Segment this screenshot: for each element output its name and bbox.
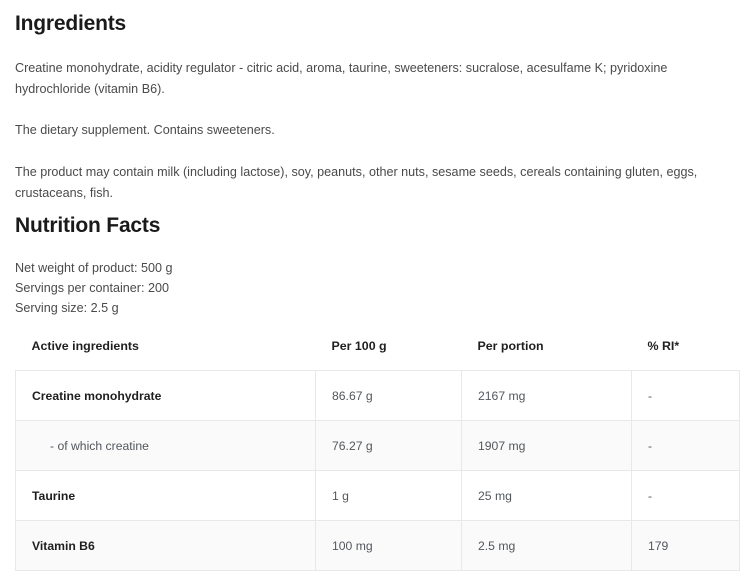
cell-per-portion: 25 mg — [461, 470, 632, 521]
table-header-row: Active ingredients Per 100 g Per portion… — [15, 339, 740, 371]
nutrition-table: Active ingredients Per 100 g Per portion… — [15, 339, 740, 571]
cell-ri: - — [631, 370, 740, 421]
table-row: - of which creatine 76.27 g 1907 mg - — [15, 420, 740, 471]
cell-per-portion: 2167 mg — [461, 370, 632, 421]
ingredients-heading: Ingredients — [15, 12, 126, 35]
cell-ri: - — [631, 470, 740, 521]
column-header-ri: % RI* — [631, 339, 740, 371]
cell-ri: - — [631, 420, 740, 471]
nutrition-facts-heading: Nutrition Facts — [15, 214, 161, 237]
nutrition-table-head: Active ingredients Per 100 g Per portion… — [15, 339, 740, 371]
cell-per-100g: 86.67 g — [315, 370, 462, 421]
cell-ri: 179 — [631, 520, 740, 571]
cell-ingredient-name: - of which creatine — [15, 420, 316, 471]
ingredients-paragraph: The dietary supplement. Contains sweeten… — [15, 123, 275, 137]
ingredients-paragraph: The product may contain milk (including … — [15, 165, 698, 200]
column-header-per-portion: Per portion — [461, 339, 632, 371]
table-row: Creatine monohydrate 86.67 g 2167 mg - — [15, 370, 740, 421]
nutrition-table-body: Creatine monohydrate 86.67 g 2167 mg - -… — [15, 370, 740, 571]
fact-serving-size: Serving size: 2.5 g — [15, 301, 119, 315]
cell-per-100g: 1 g — [315, 470, 462, 521]
cell-per-portion: 1907 mg — [461, 420, 632, 471]
column-header-per-100g: Per 100 g — [315, 339, 462, 371]
nutrition-facts-summary: Net weight of product: 500 g Servings pe… — [15, 258, 739, 318]
table-row: Vitamin B6 100 mg 2.5 mg 179 — [15, 520, 740, 571]
cell-ingredient-name: Creatine monohydrate — [15, 370, 316, 421]
cell-per-100g: 76.27 g — [315, 420, 462, 471]
cell-per-portion: 2.5 mg — [461, 520, 632, 571]
column-header-active-ingredients: Active ingredients — [15, 339, 316, 371]
fact-servings-per-container: Servings per container: 200 — [15, 281, 170, 295]
fact-net-weight: Net weight of product: 500 g — [15, 261, 173, 275]
cell-ingredient-name: Vitamin B6 — [15, 520, 316, 571]
ingredients-paragraph: Creatine monohydrate, acidity regulator … — [15, 61, 668, 96]
cell-per-100g: 100 mg — [315, 520, 462, 571]
cell-ingredient-name: Taurine — [15, 470, 316, 521]
table-row: Taurine 1 g 25 mg - — [15, 470, 740, 521]
